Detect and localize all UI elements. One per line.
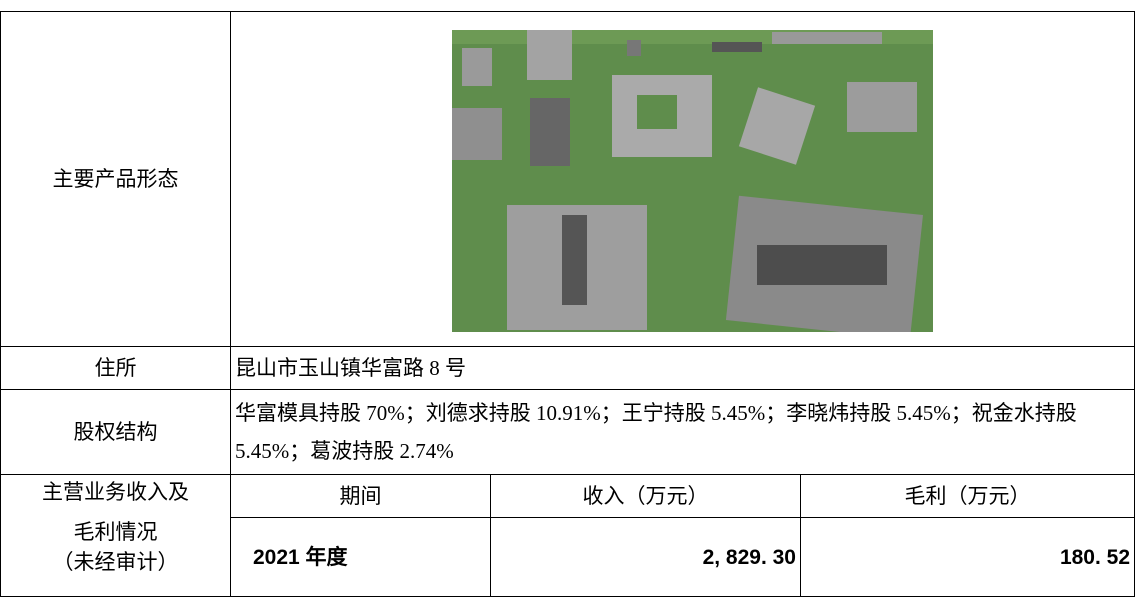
product-photo xyxy=(452,30,933,332)
label-cell: 主要产品形态 xyxy=(0,11,231,347)
label-line: （未经审计） xyxy=(52,550,179,574)
photo-cell xyxy=(229,11,1135,347)
label-line: 主营业务收入及 xyxy=(42,480,189,504)
row: 主营业务收入及 毛利情况 （未经审计） 期间 收入（万元） 毛利（万元） xyxy=(0,474,1135,597)
row: 股权结构 华富模具持股 70%；刘德求持股 10.91%；王宁持股 5.45%；… xyxy=(0,389,1135,475)
label-line: 毛利情况 xyxy=(73,520,158,544)
info-table: 主要产品形态 住所 昆山市玉山镇华富路 8 号 股权结构 华富模具持股 70%；… xyxy=(0,11,1135,597)
value-cell: 华富模具持股 70%；刘德求持股 10.91%；王宁持股 5.45%；李晓炜持股… xyxy=(229,389,1135,475)
label-cell: 股权结构 xyxy=(0,389,231,475)
header-cell: 毛利（万元） xyxy=(799,474,1135,518)
header-cell: 收入（万元） xyxy=(490,474,801,518)
header-cell: 期间 xyxy=(230,474,491,518)
revenue-cell: 2, 829. 30 xyxy=(490,517,801,597)
row: 主要产品形态 xyxy=(0,11,1135,347)
period-cell: 2021 年度 xyxy=(230,517,491,597)
profit-cell: 180. 52 xyxy=(799,517,1135,597)
value-cell: 昆山市玉山镇华富路 8 号 xyxy=(229,346,1135,390)
label-cell: 住所 xyxy=(0,346,231,390)
label-cell: 主营业务收入及 毛利情况 （未经审计） xyxy=(0,474,231,597)
row: 2021 年度 2, 829. 30 180. 52 xyxy=(1,517,1135,597)
row: 住所 昆山市玉山镇华富路 8 号 xyxy=(0,346,1135,390)
